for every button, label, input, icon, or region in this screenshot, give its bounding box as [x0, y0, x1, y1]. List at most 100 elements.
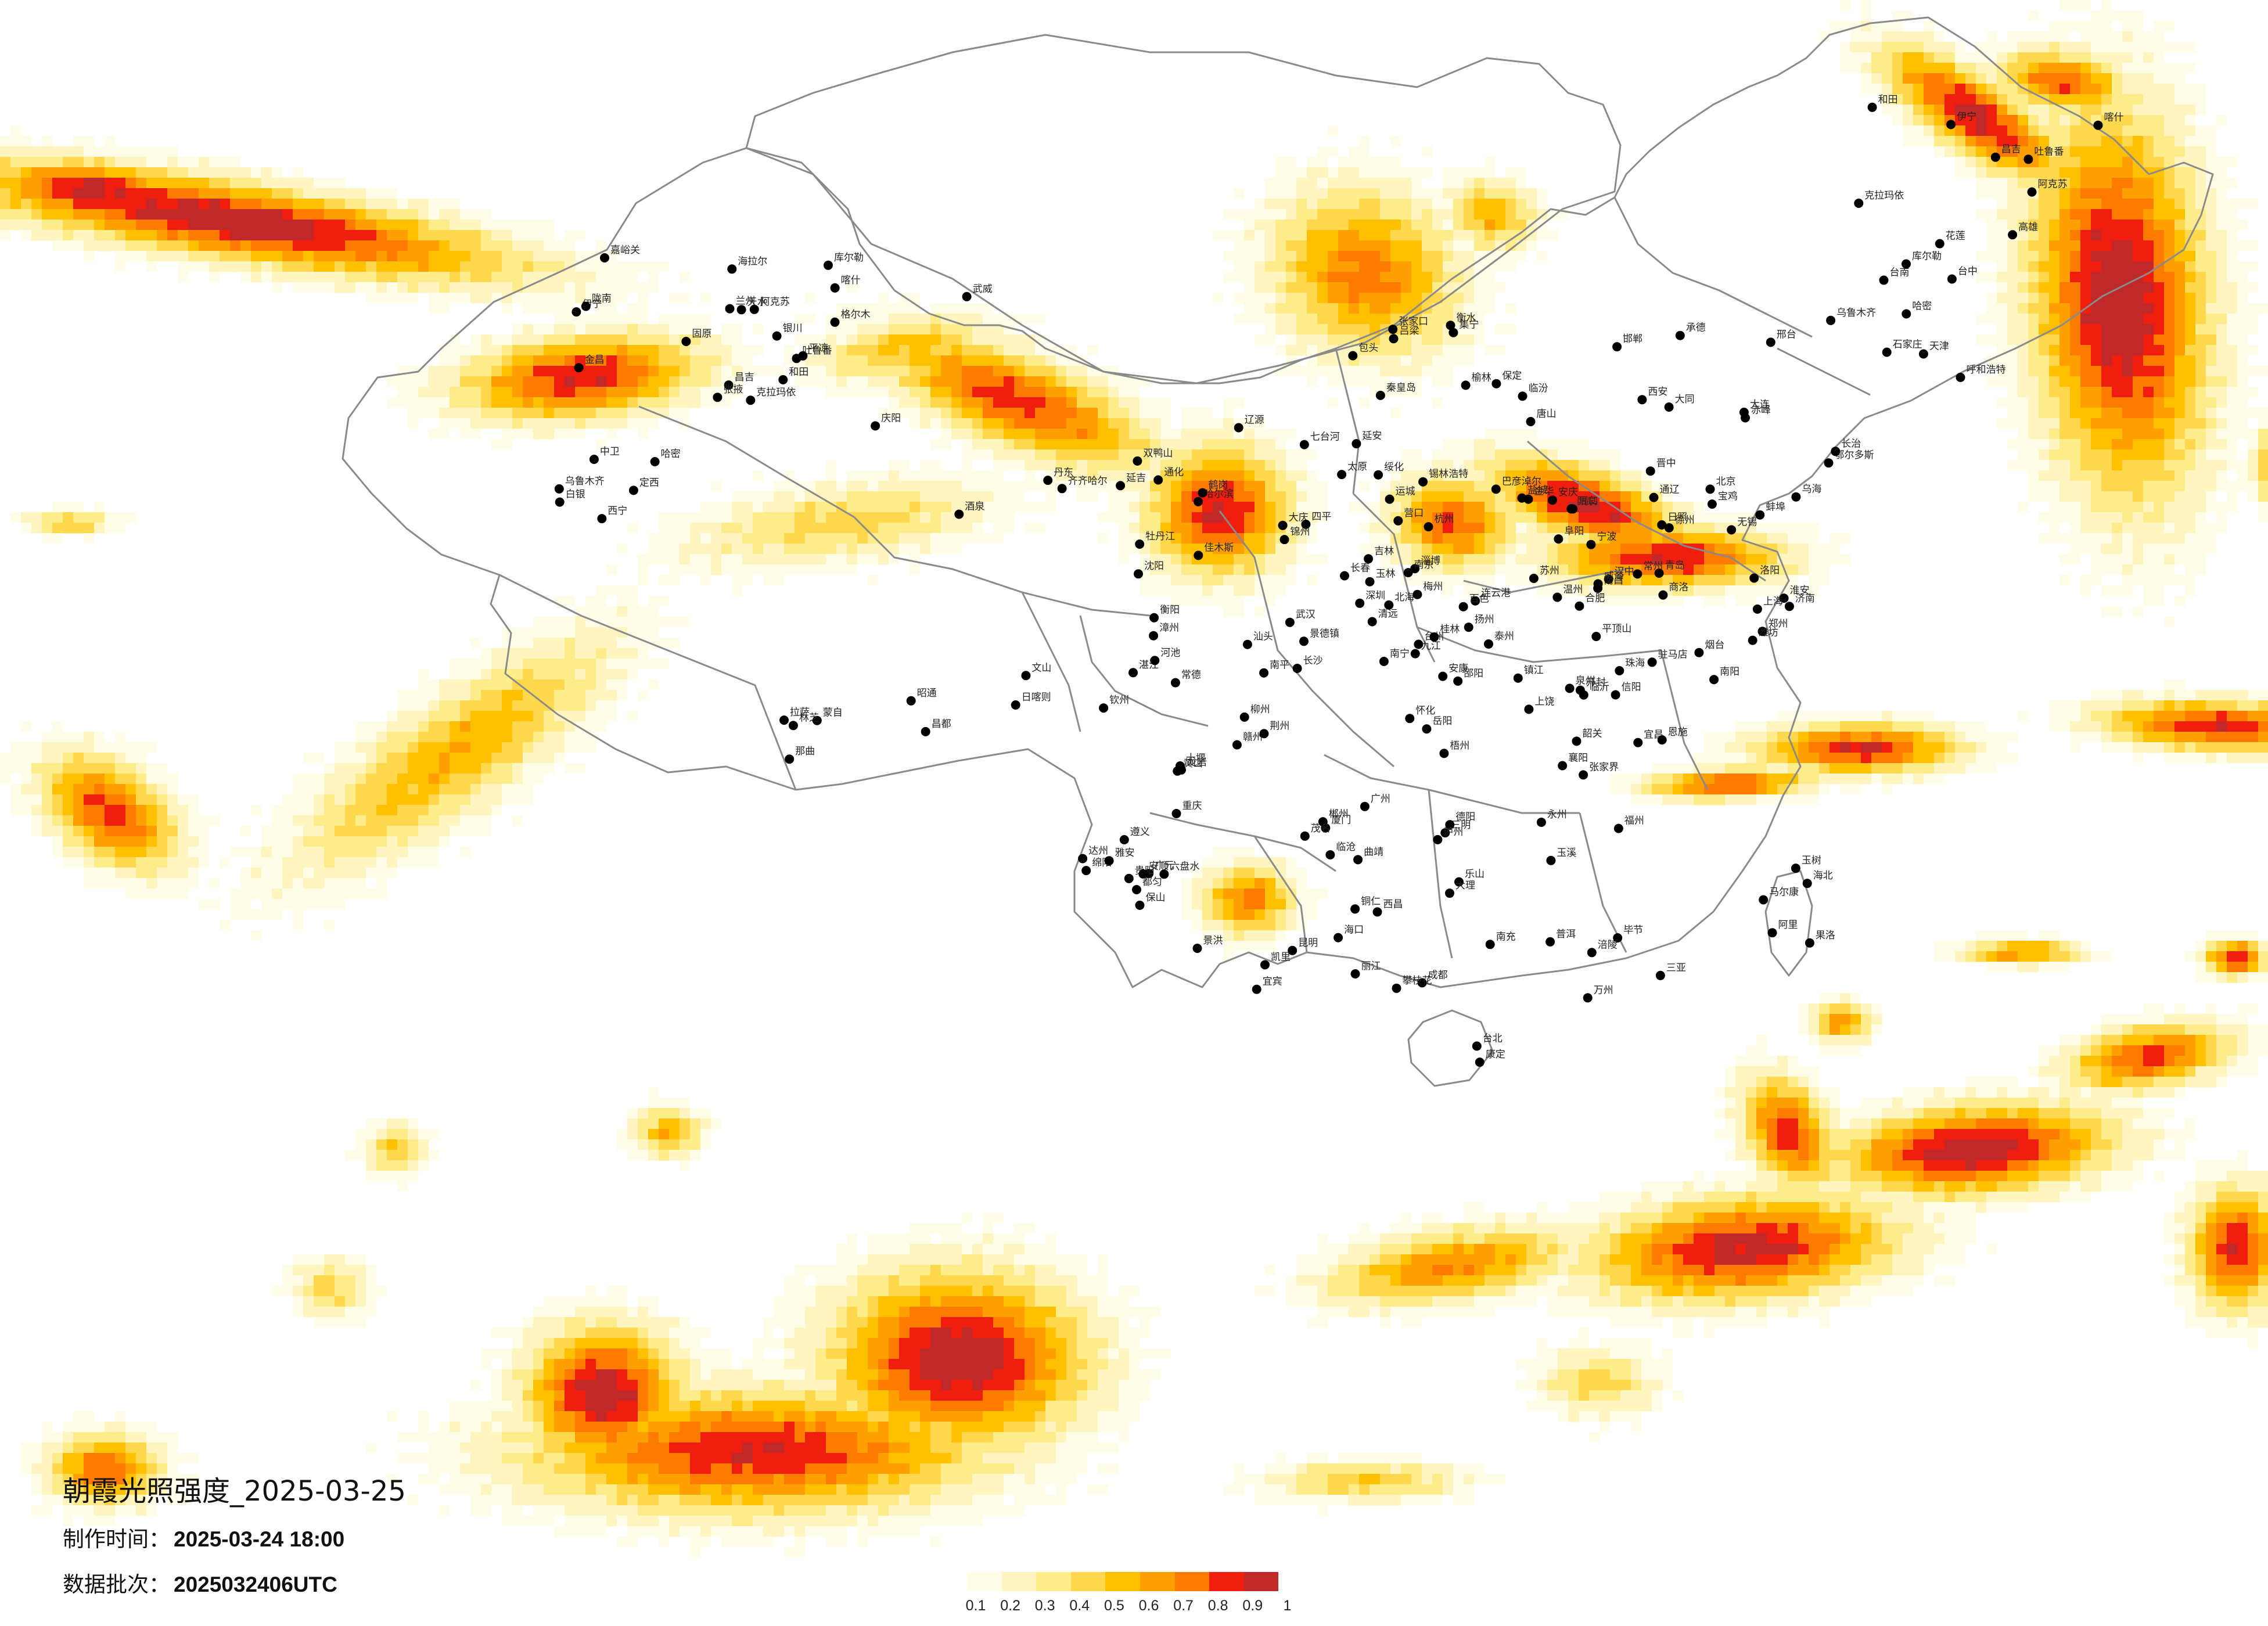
glow-cell	[1265, 199, 1276, 210]
glow-cell	[669, 564, 680, 575]
glow-cell	[1777, 523, 1788, 534]
glow-cell	[1694, 585, 1705, 596]
glow-cell	[1422, 355, 1433, 366]
glow-cell	[2049, 84, 2060, 95]
glow-cell	[188, 178, 199, 189]
glow-cell	[2091, 711, 2102, 722]
glow-cell	[2049, 105, 2060, 116]
glow-cell	[1411, 575, 1422, 586]
glow-cell	[1307, 512, 1318, 523]
glow-cell	[1756, 721, 1767, 732]
glow-cell	[1286, 324, 1297, 335]
glow-cell	[1850, 52, 1861, 63]
glow-cell	[2101, 282, 2112, 293]
glow-cell	[1913, 73, 1924, 84]
glow-cell	[2059, 220, 2071, 231]
glow-cell	[2028, 481, 2039, 492]
glow-cell	[52, 533, 63, 544]
glow-cell	[721, 502, 732, 513]
glow-cell	[481, 711, 492, 722]
glow-cell	[784, 544, 795, 555]
glow-cell	[355, 282, 366, 293]
glow-cell	[2049, 31, 2060, 42]
glow-cell	[2154, 721, 2165, 732]
glow-cell	[209, 261, 220, 272]
glow-cell	[669, 512, 680, 523]
glow-cell	[199, 178, 210, 189]
glow-cell	[2237, 324, 2248, 335]
glow-cell	[1286, 303, 1297, 314]
glow-cell	[1505, 251, 1516, 262]
glow-cell	[585, 408, 596, 419]
glow-cell	[1171, 502, 1182, 513]
glow-cell	[638, 554, 649, 565]
glow-cell	[512, 721, 523, 732]
glow-cell	[2195, 355, 2206, 366]
glow-cell	[1411, 355, 1422, 366]
glow-cell	[1464, 209, 1475, 220]
glow-cell	[1380, 240, 1391, 251]
glow-cell	[1443, 366, 1454, 377]
glow-cell	[512, 261, 523, 272]
glow-cell	[21, 220, 32, 231]
glow-cell	[1014, 418, 1025, 429]
glow-cell	[1944, 721, 1956, 732]
glow-cell	[1986, 251, 1997, 262]
glow-cell	[899, 512, 910, 523]
glow-cell	[209, 199, 220, 210]
glow-cell	[1317, 230, 1328, 241]
glow-cell	[1108, 429, 1119, 440]
glow-cell	[84, 251, 95, 262]
glow-cell	[575, 324, 586, 335]
glow-cell	[220, 230, 231, 241]
glow-cell	[1160, 585, 1171, 596]
glow-cell	[617, 314, 628, 325]
glow-cell	[2133, 397, 2144, 408]
glow-cell	[84, 167, 95, 178]
glow-cell	[1516, 512, 1527, 523]
glow-cell	[2185, 105, 2196, 116]
glow-cell	[84, 220, 95, 231]
glow-cell	[721, 533, 732, 544]
glow-cell	[1035, 439, 1046, 450]
glow-cell	[2039, 63, 2050, 74]
glow-cell	[2174, 63, 2186, 74]
glow-cell	[1087, 439, 1098, 450]
glow-cell	[1986, 178, 1997, 189]
glow-cell	[2122, 63, 2133, 74]
glow-cell	[1955, 732, 1966, 743]
glow-cell	[575, 408, 586, 419]
glow-cell	[1955, 94, 1966, 105]
glow-cell	[2059, 31, 2071, 42]
glow-cell	[1997, 94, 2008, 105]
glow-cell	[1485, 460, 1496, 471]
glow-cell	[2164, 753, 2175, 764]
glow-cell	[878, 345, 889, 356]
glow-cell	[282, 272, 293, 283]
glow-cell	[1098, 397, 1109, 408]
glow-cell	[2007, 355, 2018, 366]
glow-cell	[1997, 261, 2008, 272]
glow-cell	[2091, 554, 2102, 565]
glow-cell	[1296, 345, 1307, 356]
glow-cell	[2206, 387, 2217, 398]
glow-cell	[617, 334, 628, 346]
glow-cell	[481, 355, 492, 366]
glow-cell	[1213, 502, 1224, 513]
glow-cell	[774, 512, 785, 523]
glow-cell	[1370, 355, 1381, 366]
glow-cell	[261, 220, 272, 231]
glow-cell	[554, 293, 565, 304]
glow-cell	[2039, 178, 2050, 189]
glow-cell	[1944, 732, 1956, 743]
glow-cell	[815, 523, 826, 534]
glow-cell	[2112, 293, 2123, 304]
glow-cell	[115, 523, 126, 534]
glow-cell	[481, 293, 492, 304]
glow-cell	[1223, 533, 1234, 544]
glow-cell	[2258, 449, 2268, 461]
glow-cell	[1181, 502, 1192, 513]
glow-cell	[1892, 94, 1903, 105]
glow-cell	[523, 679, 534, 690]
glow-cell	[700, 345, 711, 356]
